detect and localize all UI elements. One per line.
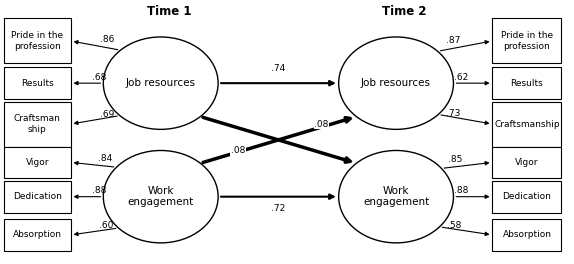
Text: Results: Results <box>510 79 544 88</box>
Text: .69: .69 <box>100 110 114 119</box>
FancyBboxPatch shape <box>4 102 71 147</box>
FancyBboxPatch shape <box>492 219 561 251</box>
Text: .86: .86 <box>100 35 115 44</box>
FancyBboxPatch shape <box>4 18 71 63</box>
Text: Job resources: Job resources <box>361 78 431 88</box>
Text: .08: .08 <box>314 120 329 129</box>
Ellipse shape <box>339 150 453 243</box>
Text: .62: .62 <box>454 73 468 82</box>
Text: Vigor: Vigor <box>26 158 49 167</box>
Text: Dedication: Dedication <box>502 192 552 201</box>
Text: Pride in the
profession: Pride in the profession <box>501 31 553 51</box>
Text: Time 1: Time 1 <box>147 5 192 18</box>
Text: Absorption: Absorption <box>502 230 552 239</box>
Text: Results: Results <box>21 79 54 88</box>
Text: Absorption: Absorption <box>13 230 62 239</box>
FancyBboxPatch shape <box>4 67 71 99</box>
Text: .88: .88 <box>92 186 106 195</box>
Text: Craftsman
ship: Craftsman ship <box>14 114 61 134</box>
Text: .84: .84 <box>98 154 113 163</box>
FancyBboxPatch shape <box>492 181 561 213</box>
Ellipse shape <box>103 37 218 129</box>
FancyBboxPatch shape <box>492 18 561 63</box>
Text: .72: .72 <box>272 204 285 213</box>
Text: Craftsmanship: Craftsmanship <box>494 120 560 129</box>
FancyBboxPatch shape <box>4 181 71 213</box>
Text: Work
engagement: Work engagement <box>127 186 194 208</box>
FancyBboxPatch shape <box>492 102 561 147</box>
Ellipse shape <box>339 37 453 129</box>
Text: .74: .74 <box>272 64 285 73</box>
Text: Vigor: Vigor <box>515 158 538 167</box>
Text: Dedication: Dedication <box>13 192 62 201</box>
Text: .73: .73 <box>447 109 461 118</box>
Text: Time 2: Time 2 <box>382 5 427 18</box>
Text: .85: .85 <box>448 155 463 164</box>
Text: .88: .88 <box>454 186 468 195</box>
Text: Job resources: Job resources <box>126 78 196 88</box>
Text: .68: .68 <box>92 73 106 82</box>
Text: Work
engagement: Work engagement <box>363 186 429 208</box>
Text: .08: .08 <box>231 146 246 155</box>
FancyBboxPatch shape <box>4 219 71 251</box>
Ellipse shape <box>103 150 218 243</box>
Text: .58: .58 <box>447 221 461 230</box>
Text: Pride in the
profession: Pride in the profession <box>11 31 63 51</box>
FancyBboxPatch shape <box>4 147 71 178</box>
FancyBboxPatch shape <box>492 67 561 99</box>
FancyBboxPatch shape <box>492 147 561 178</box>
Text: .87: .87 <box>446 36 460 45</box>
Text: .60: .60 <box>99 221 114 230</box>
